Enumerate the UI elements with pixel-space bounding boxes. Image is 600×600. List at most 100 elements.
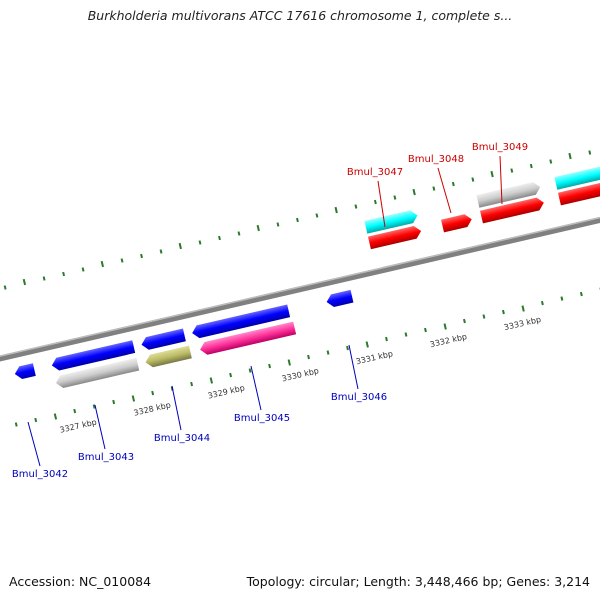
callout-leader [171, 385, 182, 431]
tick-mark-plus [471, 177, 475, 182]
tick-mark-plus [510, 168, 514, 173]
genome-stats-label: Topology: circular; Length: 3,448,466 bp… [246, 574, 590, 589]
kbp-label: 3333 kbp [503, 315, 542, 332]
tick-mark-plus [218, 235, 221, 241]
tick-mark-minus [190, 381, 194, 387]
callout-leader [94, 404, 106, 450]
kbp-label: 3330 kbp [281, 366, 320, 383]
gene-glyph-cyan[interactable] [364, 209, 419, 234]
tick-mark-plus [529, 163, 533, 169]
tick-mark-minus [209, 377, 213, 384]
tick-mark-minus [346, 345, 349, 351]
tick-mark-plus [159, 249, 163, 254]
gene-glyph-gray[interactable] [476, 181, 541, 208]
tick-mark-plus [276, 222, 280, 227]
tick-mark-plus [490, 170, 494, 178]
tick-mark-plus [412, 188, 416, 196]
tick-row-plus [3, 150, 592, 290]
tick-mark-plus [3, 285, 7, 290]
tick-mark-plus [373, 199, 377, 205]
gene-glyph-red[interactable] [367, 225, 423, 250]
tick-mark-plus [81, 267, 85, 272]
tick-mark-plus [42, 276, 46, 281]
kbp-label: 3329 kbp [207, 383, 246, 400]
tick-mark-minus [14, 422, 18, 427]
gene-label-bmul-3045[interactable]: Bmul_3045 [234, 413, 290, 424]
gene-glyph-blue[interactable] [140, 328, 186, 352]
tick-mark-minus [365, 341, 369, 348]
accession-label: Accession: NC_010084 [9, 574, 152, 589]
tick-mark-minus [443, 323, 447, 330]
tick-mark-minus [268, 363, 271, 369]
tick-mark-plus [140, 253, 143, 259]
tick-mark-plus [393, 195, 397, 200]
tick-mark-minus [385, 336, 388, 342]
tick-mark-minus [326, 350, 330, 355]
gene-glyph-blue[interactable] [325, 289, 354, 309]
tick-mark-plus [334, 206, 338, 214]
tick-mark-plus [451, 181, 455, 187]
tick-mark-minus [112, 399, 116, 405]
tick-mark-plus [62, 271, 66, 277]
gene-glyph-gray[interactable] [54, 357, 140, 390]
tick-mark-minus [560, 296, 564, 301]
tick-mark-minus [287, 359, 291, 366]
tick-mark-plus [120, 258, 124, 263]
tick-mark-plus [432, 186, 436, 191]
tick-mark-plus [588, 150, 592, 155]
tick-mark-plus [237, 231, 241, 236]
tick-mark-plus [178, 242, 182, 250]
tick-mark-minus [404, 332, 408, 337]
tick-mark-plus [568, 152, 572, 160]
tick-mark-plus [315, 213, 319, 218]
kbp-label: 3331 kbp [355, 349, 394, 366]
tick-mark-plus [22, 278, 27, 286]
kbp-label: 3328 kbp [133, 400, 172, 417]
tick-mark-minus [307, 354, 310, 360]
kbp-label: 3332 kbp [429, 332, 468, 349]
gene-label-bmul-3046[interactable]: Bmul_3046 [331, 392, 387, 403]
gene-label-bmul-3047[interactable]: Bmul_3047 [347, 167, 403, 178]
callout-leader [499, 155, 503, 205]
gene-glyph-red[interactable] [480, 196, 545, 224]
tick-mark-minus [579, 291, 583, 297]
tick-mark-minus [424, 327, 427, 333]
tick-mark-plus [256, 224, 260, 232]
tick-mark-minus [73, 408, 77, 414]
gene-label-bmul-3042[interactable]: Bmul_3042 [12, 469, 68, 480]
gene-glyph-red[interactable] [557, 179, 600, 206]
callout-leader [27, 421, 41, 467]
gene-label-bmul-3048[interactable]: Bmul_3048 [408, 154, 464, 165]
callout-leader [250, 365, 262, 411]
tick-mark-plus [198, 240, 202, 245]
tick-mark-minus [92, 404, 96, 409]
gene-glyph-blue[interactable] [191, 304, 291, 339]
tick-row-minus [14, 287, 600, 427]
tick-mark-plus [100, 260, 104, 268]
gene-label-bmul-3043[interactable]: Bmul_3043 [78, 452, 134, 463]
gene-glyph-olive[interactable] [144, 345, 192, 369]
tick-mark-minus [248, 368, 252, 373]
gene-glyph-blue[interactable] [13, 363, 36, 380]
tick-mark-plus [549, 159, 553, 164]
gene-label-bmul-3044[interactable]: Bmul_3044 [154, 433, 210, 444]
backbone-highlight [0, 186, 600, 391]
tick-mark-minus [540, 300, 544, 306]
tick-mark-plus [296, 217, 299, 223]
gene-glyph-blue[interactable] [50, 340, 136, 372]
tick-mark-minus [229, 372, 233, 378]
tick-mark-minus [151, 390, 155, 396]
callout-leader [437, 167, 452, 214]
gene-glyph-magenta[interactable] [199, 321, 297, 356]
tick-mark-minus [501, 309, 505, 315]
gene-glyph-cyan[interactable] [554, 164, 600, 190]
gene-label-bmul-3049[interactable]: Bmul_3049 [472, 142, 528, 153]
gene-glyph-red[interactable] [441, 213, 473, 233]
backbone-line [0, 186, 600, 395]
tick-mark-plus [354, 204, 358, 209]
page-title: Burkholderia multivorans ATCC 17616 chro… [87, 8, 513, 23]
tick-mark-minus [463, 318, 466, 324]
callout-leader [377, 180, 386, 228]
chromosome-backbone [0, 186, 600, 395]
